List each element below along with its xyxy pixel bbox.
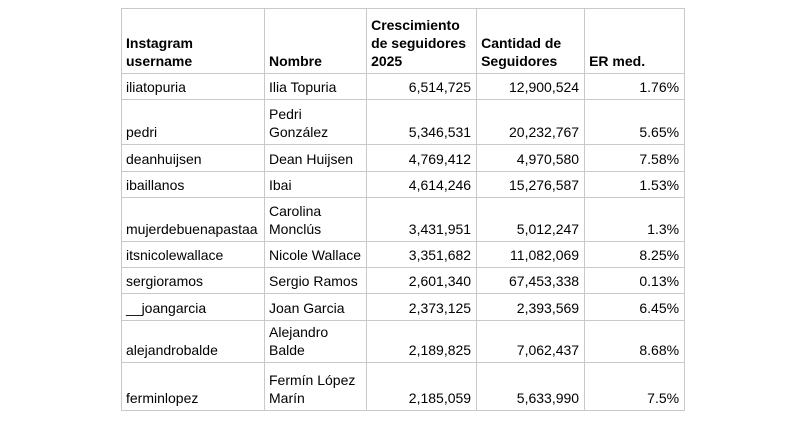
cell-crescimiento: 2,373,125 bbox=[366, 293, 478, 321]
table-body: iliatopuria Ilia Topuria 6,514,725 12,90… bbox=[121, 73, 686, 411]
cell-er-med: 0.13% bbox=[584, 267, 686, 294]
cell-nombre: Fermín López Marín bbox=[263, 362, 368, 411]
cell-nombre: Carolina Monclús bbox=[263, 197, 368, 242]
table-row: deanhuijsen Dean Huijsen 4,769,412 4,970… bbox=[121, 144, 686, 172]
cell-nombre: Ilia Topuria bbox=[263, 73, 368, 100]
cell-crescimiento: 3,431,951 bbox=[366, 197, 478, 242]
table-row: ferminlopez Fermín López Marín 2,185,059… bbox=[121, 362, 686, 411]
col-header-instagram-username: Instagram username bbox=[121, 8, 265, 74]
cell-username: pedri bbox=[121, 99, 265, 145]
cell-username: sergioramos bbox=[121, 267, 265, 294]
cell-cantidad: 20,232,767 bbox=[476, 99, 586, 145]
cell-nombre: Ibai bbox=[263, 171, 368, 198]
table-header: Instagram username Nombre Crescimiento d… bbox=[121, 8, 686, 74]
table-row: alejandrobalde Alejandro Balde 2,189,825… bbox=[121, 320, 686, 363]
col-header-cantidad-seguidores: Cantidad de Seguidores bbox=[476, 8, 586, 74]
instagram-followers-table: Instagram username Nombre Crescimiento d… bbox=[121, 8, 686, 411]
cell-er-med: 5.65% bbox=[584, 99, 686, 145]
cell-er-med: 1.53% bbox=[584, 171, 686, 198]
cell-username: ibaillanos bbox=[121, 171, 265, 198]
col-header-er-med: ER med. bbox=[584, 8, 686, 74]
cell-nombre: Alejandro Balde bbox=[263, 320, 368, 363]
table-row: pedri Pedri González 5,346,531 20,232,76… bbox=[121, 99, 686, 145]
table-row: ibaillanos Ibai 4,614,246 15,276,587 1.5… bbox=[121, 171, 686, 198]
cell-crescimiento: 5,346,531 bbox=[366, 99, 478, 145]
cell-er-med: 1.3% bbox=[584, 197, 686, 242]
table-row: sergioramos Sergio Ramos 2,601,340 67,45… bbox=[121, 267, 686, 294]
cell-nombre: Nicole Wallace bbox=[263, 241, 368, 268]
col-header-crescimiento-seguidores: Crescimiento de seguidores 2025 bbox=[366, 8, 478, 74]
col-header-nombre: Nombre bbox=[263, 8, 368, 74]
cell-username: __joangarcia bbox=[121, 293, 265, 321]
cell-crescimiento: 3,351,682 bbox=[366, 241, 478, 268]
cell-username: itsnicolewallace bbox=[121, 241, 265, 268]
cell-crescimiento: 2,185,059 bbox=[366, 362, 478, 411]
cell-username: ferminlopez bbox=[121, 362, 265, 411]
table-row: itsnicolewallace Nicole Wallace 3,351,68… bbox=[121, 241, 686, 268]
cell-er-med: 8.68% bbox=[584, 320, 686, 363]
cell-nombre: Dean Huijsen bbox=[263, 144, 368, 172]
cell-username: deanhuijsen bbox=[121, 144, 265, 172]
cell-username: iliatopuria bbox=[121, 73, 265, 100]
cell-crescimiento: 4,769,412 bbox=[366, 144, 478, 172]
cell-er-med: 7.5% bbox=[584, 362, 686, 411]
table-row: mujerdebuenapastaa Carolina Monclús 3,43… bbox=[121, 197, 686, 242]
cell-username: alejandrobalde bbox=[121, 320, 265, 363]
cell-er-med: 6.45% bbox=[584, 293, 686, 321]
cell-er-med: 8.25% bbox=[584, 241, 686, 268]
cell-er-med: 1.76% bbox=[584, 73, 686, 100]
cell-cantidad: 67,453,338 bbox=[476, 267, 586, 294]
cell-crescimiento: 2,189,825 bbox=[366, 320, 478, 363]
cell-er-med: 7.58% bbox=[584, 144, 686, 172]
cell-cantidad: 5,633,990 bbox=[476, 362, 586, 411]
cell-crescimiento: 6,514,725 bbox=[366, 73, 478, 100]
cell-crescimiento: 2,601,340 bbox=[366, 267, 478, 294]
table-row: iliatopuria Ilia Topuria 6,514,725 12,90… bbox=[121, 73, 686, 100]
cell-cantidad: 15,276,587 bbox=[476, 171, 586, 198]
cell-nombre: Joan Garcia bbox=[263, 293, 368, 321]
cell-nombre: Sergio Ramos bbox=[263, 267, 368, 294]
cell-cantidad: 2,393,569 bbox=[476, 293, 586, 321]
cell-cantidad: 5,012,247 bbox=[476, 197, 586, 242]
table-row: __joangarcia Joan Garcia 2,373,125 2,393… bbox=[121, 293, 686, 321]
cell-cantidad: 11,082,069 bbox=[476, 241, 586, 268]
cell-cantidad: 4,970,580 bbox=[476, 144, 586, 172]
header-row: Instagram username Nombre Crescimiento d… bbox=[121, 8, 686, 74]
cell-cantidad: 7,062,437 bbox=[476, 320, 586, 363]
cell-crescimiento: 4,614,246 bbox=[366, 171, 478, 198]
cell-cantidad: 12,900,524 bbox=[476, 73, 586, 100]
cell-username: mujerdebuenapastaa bbox=[121, 197, 265, 242]
cell-nombre: Pedri González bbox=[263, 99, 368, 145]
